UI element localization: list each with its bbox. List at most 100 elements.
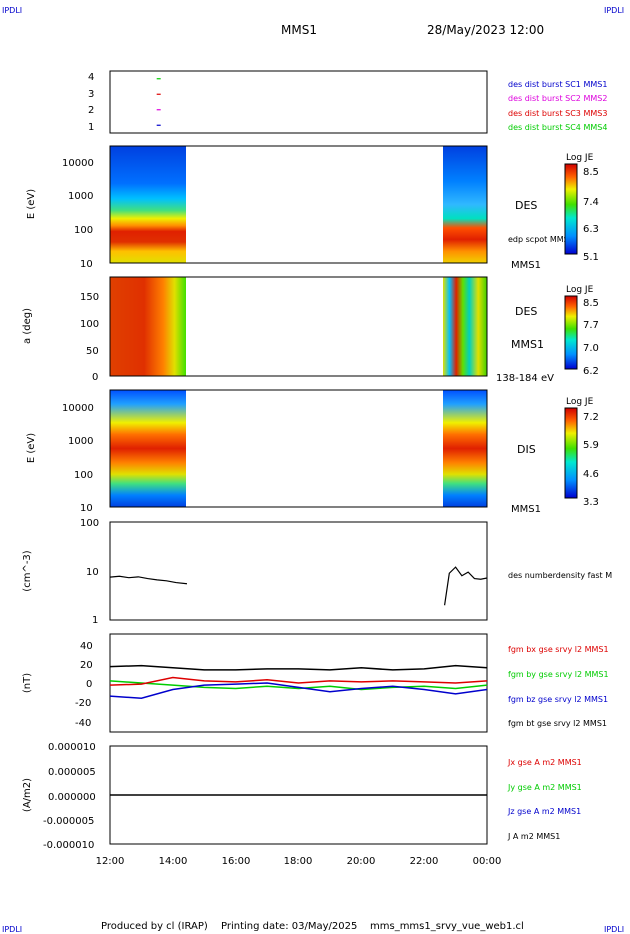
des-pitch-cbar-tick-1: 8.5	[583, 298, 599, 309]
density-tick-10: 10	[86, 567, 99, 578]
des-energy-frame	[109, 145, 488, 264]
des-energy-cbar-tick-4: 5.1	[583, 252, 599, 263]
fgm-series-bz	[109, 682, 488, 700]
time-tick-2000: 20:00	[347, 856, 376, 867]
current-legend-j: J A m2 MMS1	[507, 832, 560, 841]
burst-legend-2: des dist burst SC2 MMS2	[508, 94, 607, 103]
dis-energy-label: DIS	[517, 443, 536, 456]
density-line-segment-1	[109, 575, 188, 585]
burst-tick-4: 4	[88, 72, 94, 83]
panel-des-energy: 10000 1000 100 10 E (eV) DES edp scpot M…	[26, 145, 599, 271]
corner-label-tr: IPDLI	[604, 6, 624, 15]
dis-energy-tick-1000: 1000	[68, 436, 93, 447]
fgm-ylabel: (nT)	[22, 673, 33, 693]
burst-legend-3: des dist burst SC3 MMS3	[508, 109, 607, 118]
fgm-tick-20: 20	[80, 660, 93, 671]
des-energy-cbar-tick-3: 6.3	[583, 224, 599, 235]
des-energy-sublabel: edp scpot MMS1	[508, 235, 574, 244]
panel-current: 0.000010 0.000005 0.000000 -0.000005 -0.…	[22, 742, 582, 851]
burst-tick-1: 1	[88, 122, 94, 133]
fgm-lines	[109, 664, 488, 700]
current-tick-5: -0.000010	[43, 840, 94, 851]
panel-density: 100 10 1 (cm^-3) des numberdensity fast …	[22, 518, 612, 626]
panel-burst: 4 3 2 1 des dist burst SC1 MMS1 des dist…	[88, 70, 607, 134]
des-pitch-tick-0: 0	[92, 372, 98, 383]
density-frame	[109, 521, 488, 621]
fgm-series-by	[109, 680, 488, 691]
des-pitch-heatmap-left	[110, 277, 186, 376]
time-tick-1600: 16:00	[222, 856, 251, 867]
fgm-tick-neg20: -20	[75, 698, 91, 709]
des-energy-colorbar	[564, 163, 578, 255]
des-energy-label: DES	[515, 199, 537, 212]
density-tick-1: 1	[92, 615, 98, 626]
des-pitch-energy-range: 138-184 eV	[496, 373, 554, 384]
des-pitch-tick-50: 50	[86, 346, 99, 357]
density-ylabel: (cm^-3)	[22, 550, 33, 591]
des-pitch-tick-150: 150	[80, 292, 99, 303]
time-tick-2200: 22:00	[410, 856, 439, 867]
des-energy-cbar-tick-2: 7.4	[583, 197, 599, 208]
des-energy-heatmap-right	[443, 146, 487, 263]
time-axis: 12:00 14:00 16:00 18:00 20:00 22:00 00:0…	[96, 856, 502, 867]
time-tick-1400: 14:00	[159, 856, 188, 867]
current-legend-jz: Jz gse A m2 MMS1	[507, 807, 581, 816]
burst-tick-3: 3	[88, 89, 94, 100]
current-tick-4: -0.000005	[43, 816, 94, 827]
fgm-series-bt	[109, 664, 488, 671]
des-energy-ylabel: E (eV)	[26, 189, 37, 219]
fgm-legend-by: fgm by gse srvy l2 MMS1	[508, 670, 609, 679]
time-tick-1800: 18:00	[284, 856, 313, 867]
panel-dis-energy: 10000 1000 100 10 E (eV) DIS MMS1 Log JE…	[26, 389, 599, 515]
current-legend-jx: Jx gse A m2 MMS1	[507, 758, 582, 767]
panel-des-pitch: 150 100 50 0 a (deg) DES MMS1 138-184 eV…	[22, 276, 599, 384]
time-tick-1200: 12:00	[96, 856, 125, 867]
current-tick-1: 0.000010	[48, 742, 96, 753]
dis-energy-colorbar-title: Log JE	[566, 397, 594, 407]
current-legend-jy: Jy gse A m2 MMS1	[507, 783, 582, 792]
burst-legend-1: des dist burst SC1 MMS1	[508, 80, 607, 89]
des-energy-heatmap-left	[110, 146, 186, 263]
fgm-series-bx	[109, 676, 488, 686]
des-pitch-cbar-tick-3: 7.0	[583, 343, 599, 354]
dis-energy-tick-10000: 10000	[62, 403, 94, 414]
des-pitch-cbar-tick-4: 6.2	[583, 366, 599, 377]
current-tick-2: 0.000005	[48, 767, 96, 778]
corner-label-br: IPDLI	[604, 925, 624, 934]
density-lines	[109, 566, 488, 606]
des-pitch-cbar-tick-2: 7.7	[583, 320, 599, 331]
des-energy-tick-1000: 1000	[68, 191, 93, 202]
current-ylabel: (A/m2)	[22, 778, 33, 812]
des-energy-cbar-tick-1: 8.5	[583, 167, 599, 178]
dis-energy-cbar-tick-4: 3.3	[583, 497, 599, 508]
panel-fgm: 40 20 0 -20 -40 (nT) fgm bx gse srvy l2 …	[22, 633, 609, 733]
des-pitch-spacecraft: MMS1	[511, 338, 544, 351]
fgm-legend-bz: fgm bz gse srvy l2 MMS1	[508, 695, 608, 704]
header-mission: MMS1	[281, 23, 317, 37]
des-pitch-colorbar-title: Log JE	[566, 285, 594, 295]
dis-energy-heatmap-right	[443, 390, 487, 507]
dis-energy-cbar-tick-1: 7.2	[583, 412, 599, 423]
fgm-tick-0: 0	[86, 679, 92, 690]
des-pitch-tick-100: 100	[80, 319, 99, 330]
corner-label-tl: IPDLI	[2, 6, 22, 15]
des-pitch-colorbar	[564, 295, 578, 370]
fgm-tick-40: 40	[80, 641, 93, 652]
des-energy-spacecraft: MMS1	[511, 260, 541, 271]
des-energy-tick-100: 100	[74, 225, 93, 236]
time-tick-0000: 00:00	[473, 856, 502, 867]
corner-label-bl: IPDLI	[2, 925, 22, 934]
des-pitch-heatmap-right	[443, 277, 487, 376]
dis-energy-spacecraft: MMS1	[511, 504, 541, 515]
current-tick-3: 0.000000	[48, 792, 96, 803]
fgm-legend-bx: fgm bx gse srvy l2 MMS1	[508, 645, 609, 654]
dis-energy-heatmap-left	[110, 390, 186, 507]
dis-energy-cbar-tick-3: 4.6	[583, 469, 599, 480]
dis-energy-ylabel: E (eV)	[26, 433, 37, 463]
des-energy-tick-10: 10	[80, 259, 93, 270]
dis-energy-cbar-tick-2: 5.9	[583, 440, 599, 451]
footer-printing-date: Printing date: 03/May/2025	[221, 921, 357, 932]
density-legend: des numberdensity fast M	[508, 571, 612, 580]
burst-legend-4: des dist burst SC4 MMS4	[508, 123, 607, 132]
